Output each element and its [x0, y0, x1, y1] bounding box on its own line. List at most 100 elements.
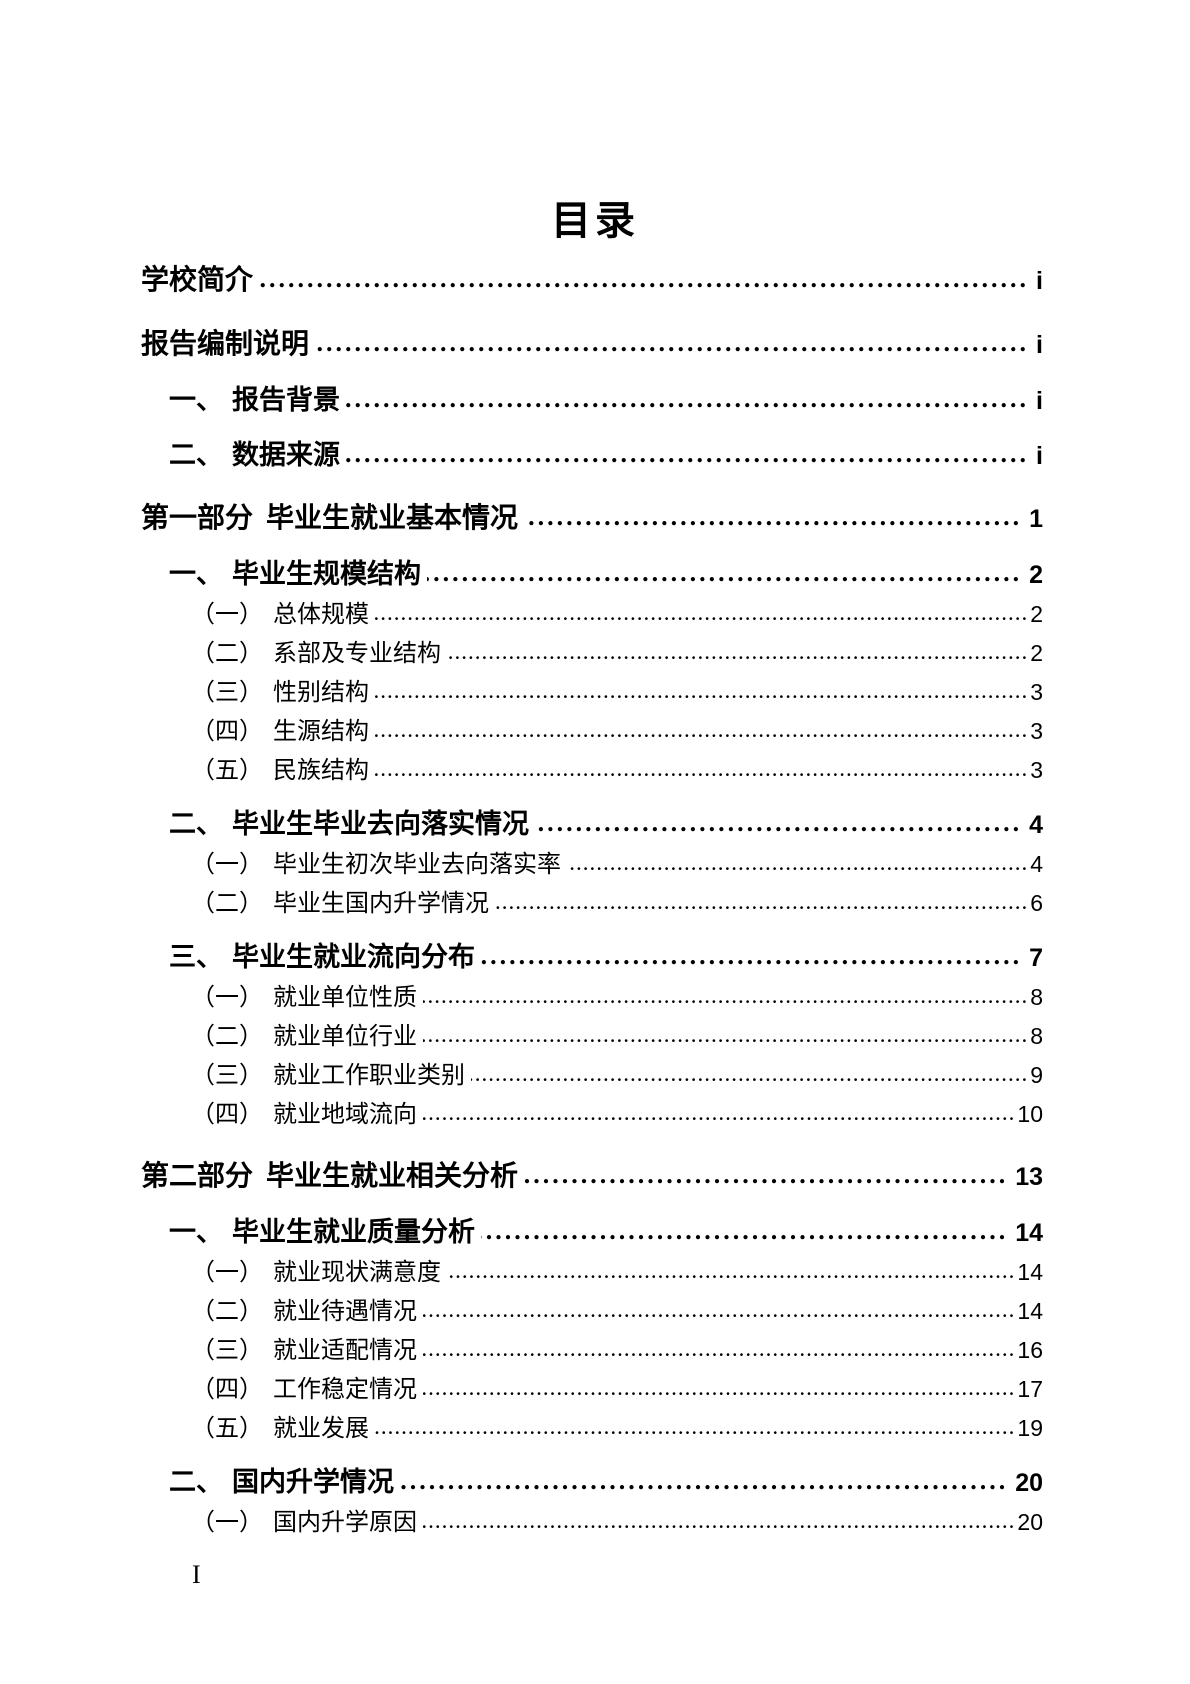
toc-entry-number: 三、	[169, 942, 223, 972]
toc-entry[interactable]: （四） 就业地域流向 10	[141, 1099, 1043, 1130]
toc-entry[interactable]: （五） 民族结构 3	[141, 755, 1043, 786]
toc-entry[interactable]: 一、报告背景 i	[141, 384, 1043, 417]
toc-entry-page-number: 2	[1029, 561, 1043, 589]
toc-entry-page-number: 1	[1029, 505, 1043, 533]
toc-entry-page-number: 7	[1029, 944, 1043, 972]
toc-entry[interactable]: 报告编制说明 i	[141, 328, 1043, 362]
toc-entry-number: （四）	[191, 1102, 263, 1128]
dot-leader	[447, 638, 1028, 669]
toc-entry-number: （四）	[191, 1377, 263, 1403]
toc-entry[interactable]: （一） 就业现状满意度 14	[141, 1257, 1043, 1288]
toc-entry-number: （三）	[191, 1338, 263, 1364]
toc-entry[interactable]: （二） 就业待遇情况 14	[141, 1296, 1043, 1327]
toc-entry-title: 就业单位性质	[273, 985, 417, 1011]
toc-entry-number: 二、	[169, 809, 223, 839]
toc-entry[interactable]: （三） 就业工作职业类别 9	[141, 1060, 1043, 1091]
toc-entry-title: 就业地域流向	[273, 1102, 417, 1128]
toc-entry-number: （一）	[191, 852, 263, 878]
toc-entry[interactable]: （一） 国内升学原因 20	[141, 1507, 1043, 1538]
toc-entry-number: 第一部分	[141, 503, 254, 534]
dot-leader	[481, 1216, 1008, 1249]
dot-leader	[375, 677, 1028, 708]
toc-entry[interactable]: 三、毕业生就业流向分布 7	[141, 941, 1043, 974]
toc-entry[interactable]: （三） 性别结构 3	[141, 677, 1043, 708]
dot-leader	[315, 328, 1029, 362]
toc-entry[interactable]: 一、毕业生就业质量分析 14	[141, 1216, 1043, 1249]
dot-leader	[346, 384, 1029, 417]
toc-entry-page-number: 8	[1030, 1023, 1043, 1049]
dot-leader	[567, 849, 1028, 880]
toc-entry[interactable]: （三） 就业适配情况 16	[141, 1335, 1043, 1366]
toc-entry[interactable]: （四） 生源结构 3	[141, 716, 1043, 747]
toc-entry-title: 性别结构	[273, 680, 369, 706]
toc-entry-title: 报告背景	[232, 385, 340, 415]
toc-entry-number: （二）	[191, 1299, 263, 1325]
toc-entry[interactable]: （二） 毕业生国内升学情况 6	[141, 888, 1043, 919]
dot-leader	[423, 1335, 1015, 1366]
toc-entry-title: 数据来源	[232, 440, 340, 470]
toc-entry-page-number: 3	[1030, 679, 1043, 705]
dot-leader	[423, 1296, 1015, 1327]
toc-entry-title: 生源结构	[273, 719, 369, 745]
toc-entry-title: 就业待遇情况	[273, 1299, 417, 1325]
toc-entry-title: 毕业生国内升学情况	[273, 891, 489, 917]
toc-entry-title: 就业单位行业	[273, 1024, 417, 1050]
toc-entry[interactable]: （一） 总体规模 2	[141, 599, 1043, 630]
toc-entry-page-number: 2	[1030, 601, 1043, 627]
dot-leader	[524, 502, 1022, 536]
toc-entry[interactable]: （二） 就业单位行业 8	[141, 1021, 1043, 1052]
toc-entry[interactable]: 学校简介 i	[141, 264, 1043, 298]
toc-entry[interactable]: 一、毕业生规模结构 2	[141, 558, 1043, 591]
toc-entry-title: 就业适配情况	[273, 1338, 417, 1364]
toc-entry-page-number: 8	[1030, 984, 1043, 1010]
toc-entry-page-number: 20	[1015, 1469, 1043, 1497]
page-title: 目录	[551, 198, 639, 243]
toc-entry-page-number: 3	[1030, 757, 1043, 783]
dot-leader	[535, 808, 1022, 841]
dot-leader	[375, 599, 1028, 630]
toc-entry-number: （二）	[191, 641, 263, 667]
toc-entry[interactable]: （二） 系部及专业结构 2	[141, 638, 1043, 669]
dot-leader	[447, 1257, 1015, 1288]
toc-entry[interactable]: 二、数据来源 i	[141, 439, 1043, 472]
toc-entry-page-number: 4	[1029, 811, 1043, 839]
toc-entry-page-number: 14	[1017, 1298, 1043, 1324]
toc-entry-number: 一、	[169, 1217, 223, 1247]
toc-entry-page-number: i	[1036, 331, 1043, 359]
toc-entry-title: 毕业生初次毕业去向落实率	[273, 852, 561, 878]
toc-entry-title: 国内升学情况	[232, 1467, 394, 1497]
toc-entry-page-number: 16	[1017, 1337, 1043, 1363]
toc-entry-title: 系部及专业结构	[273, 641, 441, 667]
toc-entry[interactable]: 二、毕业生毕业去向落实情况 4	[141, 808, 1043, 841]
toc-entry-title: 民族结构	[273, 758, 369, 784]
toc-entry-page-number: 4	[1030, 851, 1043, 877]
toc-entry[interactable]: （四） 工作稳定情况 17	[141, 1374, 1043, 1405]
toc-entry[interactable]: （一） 毕业生初次毕业去向落实率 4	[141, 849, 1043, 880]
dot-leader	[375, 716, 1028, 747]
toc-entry-number: 一、	[169, 385, 223, 415]
toc-entry-number: （三）	[191, 1063, 263, 1089]
toc-entry-title: 毕业生就业质量分析	[232, 1217, 475, 1247]
toc-entry-number: 第二部分	[141, 1161, 254, 1192]
toc-entry-number: （一）	[191, 1510, 263, 1536]
toc-entry-number: （二）	[191, 891, 263, 917]
dot-leader	[400, 1466, 1008, 1499]
toc-entry-title: 就业工作职业类别	[273, 1063, 465, 1089]
toc-entry-number: （一）	[191, 985, 263, 1011]
toc-entry-title: 毕业生就业相关分析	[266, 1161, 519, 1192]
toc-entry[interactable]: 二、国内升学情况 20	[141, 1466, 1043, 1499]
toc-entry-title: 学校简介	[141, 265, 254, 296]
dot-leader	[524, 1160, 1008, 1194]
toc-entry-title: 总体规模	[273, 602, 369, 628]
dot-leader	[427, 558, 1022, 591]
toc-entry-page-number: 13	[1015, 1163, 1043, 1191]
toc-entry-title: 工作稳定情况	[273, 1377, 417, 1403]
dot-leader	[423, 1099, 1015, 1130]
toc-entry[interactable]: （五） 就业发展 19	[141, 1413, 1043, 1444]
dot-leader	[423, 1507, 1015, 1538]
footer-page-number: I	[192, 1560, 201, 1589]
toc-entry-number: 二、	[169, 440, 223, 470]
toc-entry[interactable]: （一） 就业单位性质 8	[141, 982, 1043, 1013]
